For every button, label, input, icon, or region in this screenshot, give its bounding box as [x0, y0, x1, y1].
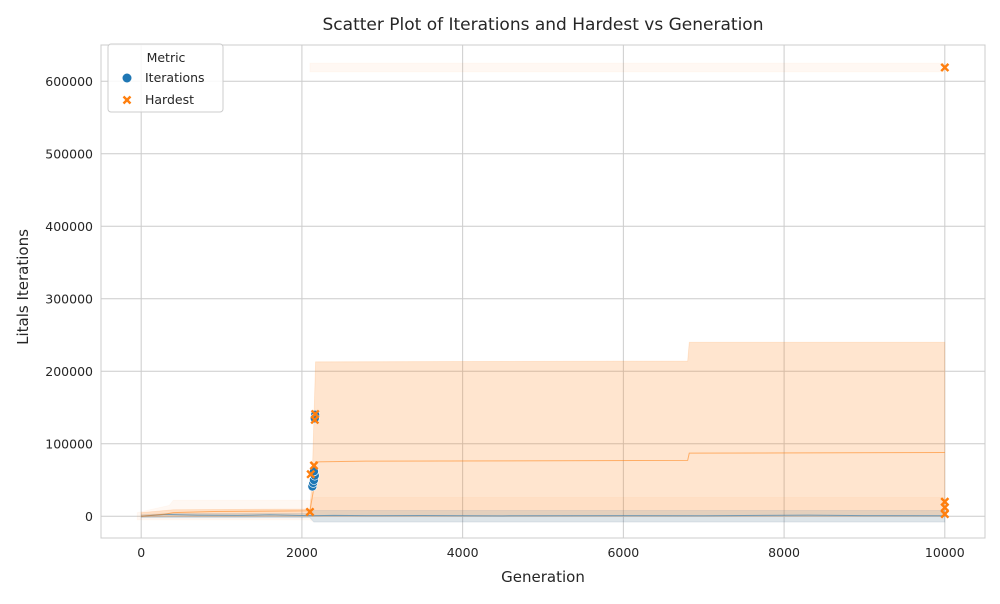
legend-iterations-marker: [122, 73, 132, 83]
hardest-point: [306, 469, 316, 479]
x-axis-label: Generation: [501, 568, 585, 586]
hardest-point: [309, 461, 319, 470]
x-tick-label: 0: [137, 545, 145, 560]
y-tick-label: 100000: [45, 436, 93, 451]
confidence-bands: [136, 62, 946, 523]
legend-hardest-marker: [122, 95, 132, 105]
hardest-point: [940, 509, 950, 519]
y-tick-label: 200000: [45, 364, 93, 379]
legend-box: [107, 43, 224, 113]
iterations-trend-line: [141, 513, 945, 517]
plot-frame: [100, 44, 986, 539]
legend-iterations-label: Iterations: [145, 70, 205, 85]
x-tick-label: 10000: [925, 545, 965, 560]
y-tick-label: 0: [85, 509, 93, 524]
hardest-point: [310, 409, 320, 419]
y-tick-label: 300000: [45, 291, 93, 306]
grid: [101, 45, 985, 538]
chart-title: Scatter Plot of Iterations and Hardest v…: [323, 15, 764, 35]
iterations-band: [140, 510, 946, 523]
x-tick-label: 2000: [286, 545, 318, 560]
legend: Metric Iterations Hardest: [107, 43, 224, 113]
y-axis-label: Litals Iterations: [14, 229, 32, 345]
x-tick-label: 8000: [768, 545, 800, 560]
y-tick-label: 500000: [45, 146, 93, 161]
data-points: [305, 63, 950, 519]
x-tick-label: 4000: [447, 545, 479, 560]
y-tick-label: 600000: [45, 74, 93, 89]
x-tick-label: 6000: [607, 545, 639, 560]
outer-band: [309, 62, 946, 73]
legend-title: Metric: [147, 50, 186, 65]
hardest-point: [940, 63, 950, 72]
hardest-band: [140, 341, 946, 518]
x-tick-labels: 0 2000 4000 6000 8000 10000: [137, 545, 965, 560]
hardest-point: [940, 503, 950, 512]
legend-hardest-label: Hardest: [145, 92, 194, 107]
y-tick-label: 400000: [45, 219, 93, 234]
y-tick-labels: 0 100000 200000 300000 400000 500000 600000: [45, 74, 93, 524]
hardest-point: [305, 507, 315, 517]
